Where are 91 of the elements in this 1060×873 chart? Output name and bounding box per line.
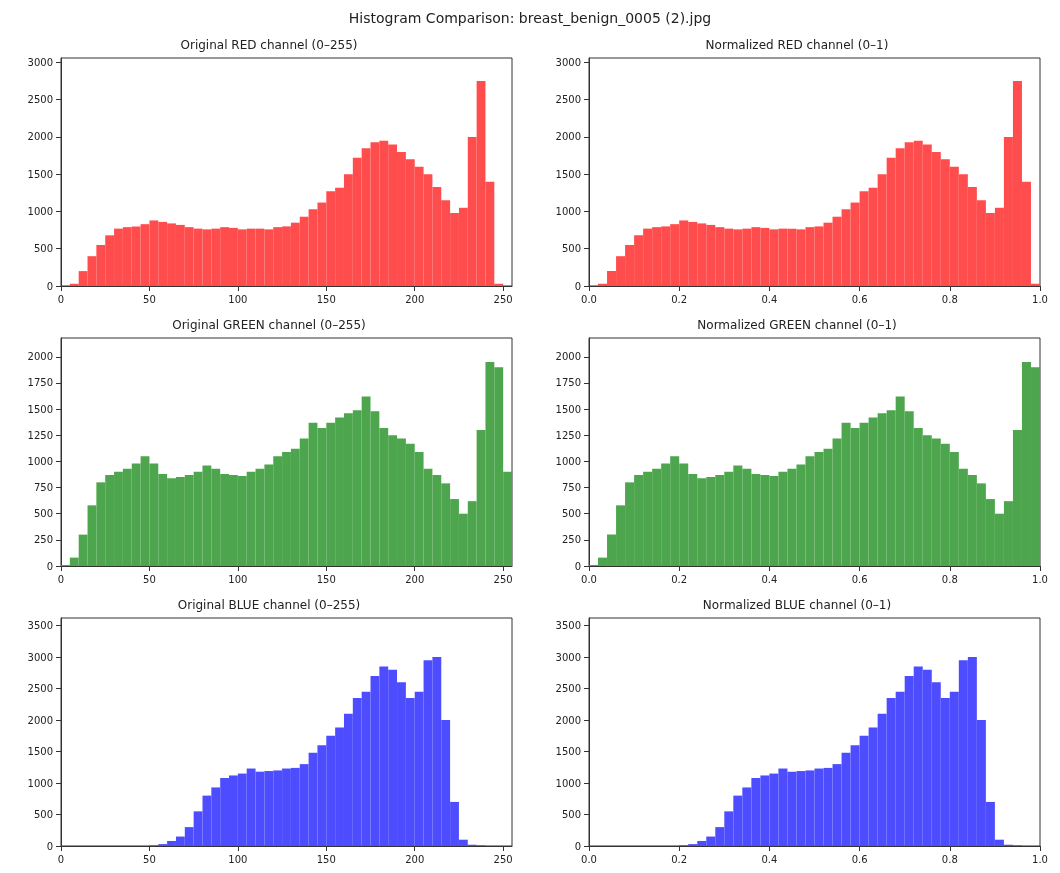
y-tick-label: 1500	[27, 168, 53, 180]
x-tick-label: 100	[228, 573, 248, 585]
x-tick-label: 0	[57, 853, 65, 865]
x-tick-label: 150	[316, 293, 336, 305]
x-tick-label: 1.0	[1032, 573, 1048, 585]
y-tick-label: 0	[46, 280, 53, 292]
y-tick-label: 0	[46, 560, 53, 572]
chart-title: Normalized RED channel (0–1)	[705, 38, 889, 52]
y-tick-label: 1500	[555, 746, 581, 758]
x-tick-label: 150	[316, 853, 336, 865]
x-tick-label: 200	[405, 293, 425, 305]
x-tick-label: 250	[493, 853, 513, 865]
x-tick-label: 0.6	[851, 853, 868, 865]
text: Histogram Comparison: breast_benign_0005 (2).jpg	[347, 10, 713, 26]
y-tick-label: 500	[33, 243, 53, 255]
y-tick-label: 3000	[555, 56, 581, 68]
y-tick-label: 3000	[27, 56, 53, 68]
x-tick-label: 100	[228, 293, 248, 305]
y-tick-label: 1750	[555, 377, 581, 389]
x-tick-label: 0.4	[761, 853, 778, 865]
x-tick-label: 0.8	[941, 293, 958, 305]
x-tick-label: 50	[143, 293, 156, 305]
y-tick-label: 1500	[555, 168, 581, 180]
y-tick-label: 1250	[27, 429, 53, 441]
y-tick-label: 1250	[555, 429, 581, 441]
y-tick-label: 2500	[27, 94, 53, 106]
x-tick-label: 0.2	[671, 853, 688, 865]
x-tick-label: 250	[493, 573, 513, 585]
y-tick-label: 750	[33, 482, 53, 494]
x-tick-label: 0.0	[581, 853, 597, 865]
y-tick-label: 3000	[27, 651, 53, 663]
chart-title: Original BLUE channel (0–255)	[177, 598, 361, 612]
y-tick-label: 750	[561, 482, 581, 494]
y-tick-label: 500	[33, 809, 53, 821]
x-tick-label: 0	[57, 293, 65, 305]
y-tick-label: 3000	[555, 651, 581, 663]
y-tick-label: 2000	[555, 131, 581, 143]
x-tick-label: 0.6	[851, 573, 868, 585]
x-tick-label: 0.2	[671, 293, 688, 305]
x-tick-label: 50	[143, 573, 156, 585]
y-tick-label: 250	[561, 534, 581, 546]
x-tick-label: 1.0	[1032, 853, 1048, 865]
y-tick-label: 1000	[27, 455, 53, 467]
y-tick-label: 500	[561, 243, 581, 255]
y-tick-label: 0	[574, 560, 581, 572]
x-tick-label: 100	[228, 853, 248, 865]
y-tick-label: 1000	[555, 455, 581, 467]
y-tick-label: 3500	[27, 620, 53, 632]
y-tick-label: 2000	[555, 351, 581, 363]
y-tick-label: 1000	[555, 205, 581, 217]
x-tick-label: 0.8	[941, 573, 958, 585]
y-tick-label: 1500	[555, 403, 581, 415]
x-tick-label: 150	[316, 573, 336, 585]
y-tick-label: 1000	[27, 777, 53, 789]
x-tick-label: 0.8	[941, 853, 958, 865]
y-tick-label: 0	[46, 840, 53, 852]
y-tick-label: 500	[561, 508, 581, 520]
x-tick-label: 0.0	[581, 573, 597, 585]
y-tick-label: 1000	[555, 777, 581, 789]
x-tick-label: 0.6	[851, 293, 868, 305]
y-tick-label: 2000	[27, 131, 53, 143]
y-tick-label: 2000	[27, 351, 53, 363]
x-tick-label: 250	[493, 293, 513, 305]
x-tick-label: 0.2	[671, 573, 688, 585]
y-tick-label: 2000	[27, 714, 53, 726]
chart-title: Normalized BLUE channel (0–1)	[702, 598, 892, 612]
x-tick-label: 0.4	[761, 293, 778, 305]
chart-title: Original GREEN channel (0–255)	[172, 318, 366, 332]
y-tick-label: 2500	[27, 683, 53, 695]
y-tick-label: 500	[33, 508, 53, 520]
x-tick-label: 50	[143, 853, 156, 865]
x-tick-label: 200	[405, 853, 425, 865]
y-tick-label: 2000	[555, 714, 581, 726]
chart-title: Normalized GREEN channel (0–1)	[697, 318, 897, 332]
x-tick-label: 0.4	[761, 573, 778, 585]
y-tick-label: 1500	[27, 403, 53, 415]
x-tick-label: 0	[57, 573, 65, 585]
y-tick-label: 500	[561, 809, 581, 821]
y-tick-label: 1000	[27, 205, 53, 217]
y-tick-label: 1500	[27, 746, 53, 758]
y-tick-label: 0	[574, 280, 581, 292]
x-tick-label: 1.0	[1032, 293, 1048, 305]
y-tick-label: 250	[33, 534, 53, 546]
x-tick-label: 0.0	[581, 293, 597, 305]
y-tick-label: 2500	[555, 683, 581, 695]
y-tick-label: 0	[574, 840, 581, 852]
y-tick-label: 3500	[555, 620, 581, 632]
chart-title: Original RED channel (0–255)	[180, 38, 358, 52]
x-tick-label: 200	[405, 573, 425, 585]
y-tick-label: 2500	[555, 94, 581, 106]
y-tick-label: 1750	[27, 377, 53, 389]
